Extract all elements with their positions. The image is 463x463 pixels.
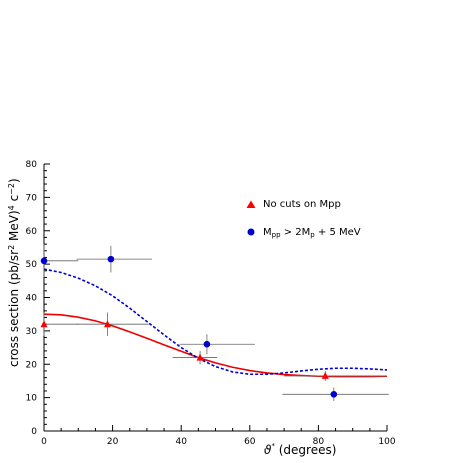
legend-marker-triangle <box>246 200 256 208</box>
y-tick-label: 30 <box>26 327 38 337</box>
legend-marker-circle <box>247 228 255 236</box>
y-tick-label: 50 <box>26 260 38 270</box>
x-tick-label: 20 <box>107 437 119 447</box>
x-tick-label: 0 <box>41 437 47 447</box>
y-tick-label: 70 <box>26 193 38 203</box>
data-point-circle <box>40 257 48 265</box>
data-point-triangle <box>40 320 48 328</box>
y-tick-label: 60 <box>26 227 38 237</box>
y-tick-label: 40 <box>26 294 38 304</box>
x-tick-label: 60 <box>244 437 256 447</box>
y-ticks: 0 10 20 30 40 50 60 70 80 <box>26 160 50 437</box>
data-point-triangle <box>196 353 204 361</box>
legend-label-1: No cuts on Mpp <box>263 199 341 210</box>
data-points <box>40 255 338 398</box>
x-axis-label: ϑ* (degrees) <box>264 442 336 457</box>
legend-label-2: Mpp > 2Mp + 5 MeV <box>263 227 361 239</box>
fit-curve-solid <box>43 313 388 378</box>
x-tick-label: 100 <box>378 437 395 447</box>
data-point-triangle <box>321 371 329 379</box>
y-tick-label: 20 <box>26 360 38 370</box>
legend: No cuts on Mpp Mpp > 2Mp + 5 MeV <box>246 199 361 239</box>
data-point-circle <box>203 340 211 348</box>
y-axis-label: cross section (pb/sr2 MeV)4 c−2) <box>7 178 21 367</box>
data-point-circle <box>330 390 338 398</box>
error-bars <box>43 244 389 401</box>
y-tick-label: 10 <box>26 394 38 404</box>
fit-curves <box>43 268 388 378</box>
x-tick-label: 80 <box>313 437 325 447</box>
y-tick-label: 0 <box>31 427 37 437</box>
x-ticks: 0 20 40 60 80 100 <box>41 425 396 447</box>
data-point-triangle <box>103 320 111 328</box>
fit-curve-dashed <box>43 268 388 376</box>
data-point-circle <box>107 255 115 263</box>
x-tick-label: 40 <box>175 437 187 447</box>
y-tick-label: 80 <box>26 160 38 170</box>
